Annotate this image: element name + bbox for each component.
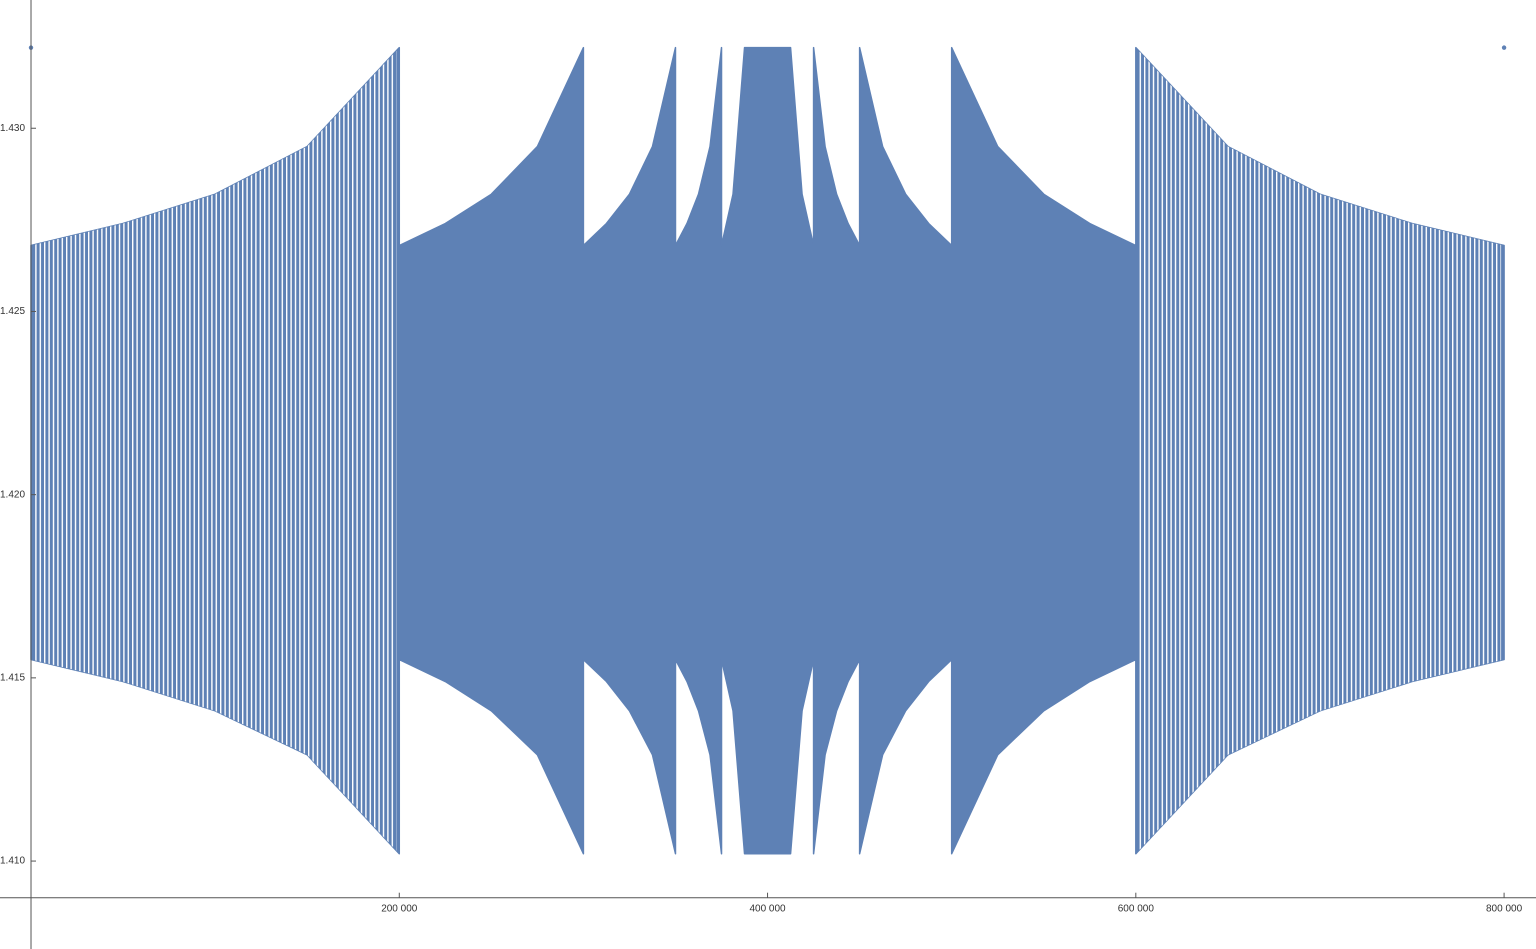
comb-stripes: [1138, 47, 1502, 854]
x-tick-label: 400 000: [749, 903, 786, 914]
x-tick-label: 600 000: [1118, 903, 1155, 914]
band-area: [30, 46, 1505, 855]
y-tick-label: 1.430: [0, 123, 25, 134]
point: [1501, 45, 1507, 50]
y-tick-label: 1.415: [0, 672, 25, 683]
comb-stripes: [34, 47, 397, 854]
y-tick-label: 1.425: [0, 306, 25, 317]
x-tick-label: 200 000: [381, 903, 418, 914]
x-tick-label: 800 000: [1486, 903, 1523, 914]
y-tick-label: 1.420: [0, 489, 25, 500]
y-tick-label: 1.410: [0, 856, 25, 867]
